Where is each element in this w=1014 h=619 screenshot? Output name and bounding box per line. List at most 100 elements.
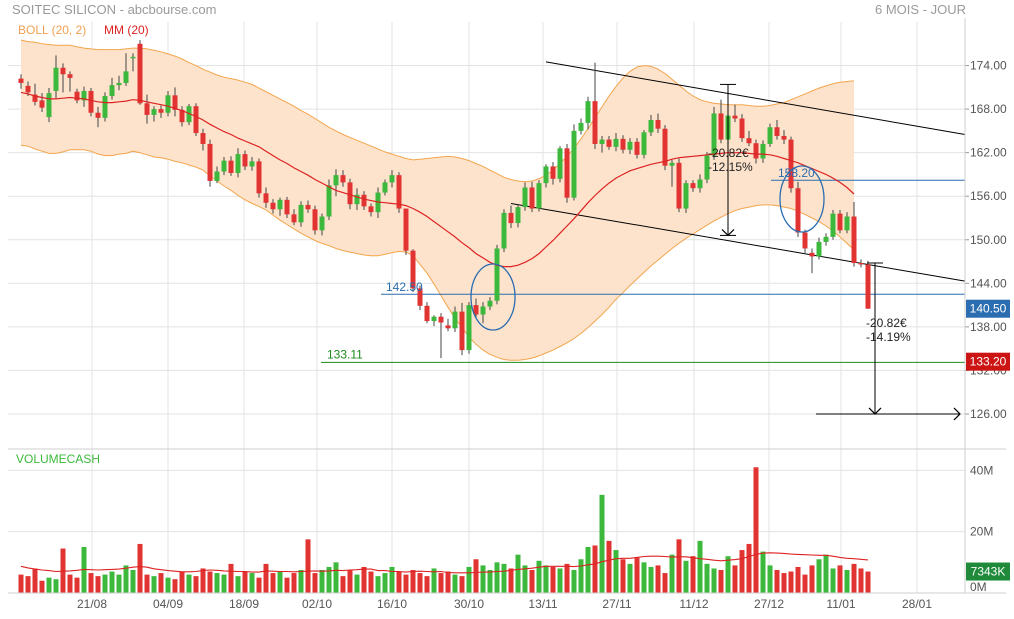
candle-body bbox=[550, 166, 556, 179]
trendlines bbox=[510, 61, 966, 282]
volume-bar bbox=[193, 576, 199, 593]
candle-body bbox=[648, 119, 654, 133]
candle-body bbox=[578, 122, 584, 131]
candle-body bbox=[732, 115, 738, 119]
price-badge-label: 133.20 bbox=[970, 355, 1007, 369]
volume-bar bbox=[333, 562, 339, 593]
highlight-ellipse-right bbox=[779, 165, 825, 233]
candle-body bbox=[557, 148, 563, 179]
candle-body bbox=[676, 162, 682, 209]
volume-bar bbox=[382, 573, 388, 593]
volume-bar bbox=[781, 573, 787, 593]
volume-bar bbox=[53, 579, 59, 593]
volume-bar bbox=[256, 577, 262, 593]
moving-average bbox=[20, 91, 855, 268]
candle-body bbox=[494, 248, 500, 301]
right-badges: 140.50 133.20 7343K bbox=[966, 299, 1010, 581]
candle-body bbox=[417, 288, 423, 306]
candle-body bbox=[326, 185, 332, 217]
volume-bar bbox=[18, 574, 24, 593]
volume-bar bbox=[137, 543, 143, 593]
volume-ma-line bbox=[20, 552, 869, 574]
volume-bar bbox=[88, 573, 94, 593]
volume-bar bbox=[634, 557, 640, 593]
candle-body bbox=[116, 82, 122, 86]
candle-body bbox=[816, 241, 822, 257]
volume-bar bbox=[522, 565, 528, 593]
volume-tick-label: 40M bbox=[970, 463, 993, 477]
volume-bar bbox=[102, 574, 108, 593]
date-tick-labels: 21/08 04/09 18/09 02/10 16/10 30/10 13/11 27/11… bbox=[77, 597, 932, 611]
bollinger-lower-line bbox=[20, 144, 855, 361]
volume-bar bbox=[172, 579, 178, 593]
volume-bar bbox=[445, 571, 451, 593]
volume-bar bbox=[683, 560, 689, 593]
date-tick-label: 30/10 bbox=[454, 597, 484, 611]
measure-annotation: -12.15% bbox=[708, 160, 753, 174]
candle-body bbox=[151, 109, 157, 115]
volume-bar bbox=[641, 562, 647, 593]
volume-bar bbox=[788, 571, 794, 593]
candle-body bbox=[760, 143, 766, 159]
volume-bar bbox=[760, 551, 766, 593]
volume-bar bbox=[424, 576, 430, 593]
price-tick-label: 138.00 bbox=[970, 320, 1007, 334]
volume-bar bbox=[74, 577, 80, 593]
candle-body bbox=[718, 113, 724, 140]
price-badge-label: 140.50 bbox=[970, 302, 1007, 316]
volume-bar bbox=[487, 570, 493, 593]
volume-bar bbox=[627, 563, 633, 593]
volume-bar bbox=[830, 568, 836, 593]
annotation-texts: 142.50158.20133.11-20.82€-12.15%-20.82€-… bbox=[327, 146, 911, 361]
candle-body bbox=[452, 311, 458, 329]
volume-bar bbox=[501, 563, 507, 593]
axes bbox=[8, 18, 1006, 594]
candle-body bbox=[508, 212, 514, 224]
volume-bar bbox=[613, 550, 619, 593]
volume-bar bbox=[347, 570, 353, 593]
candle-body bbox=[144, 103, 150, 115]
volume-bar bbox=[326, 566, 332, 593]
candle-body bbox=[802, 232, 808, 249]
candle-body bbox=[137, 43, 143, 104]
candle-body bbox=[564, 148, 570, 198]
candle-body bbox=[627, 141, 633, 150]
candle-body bbox=[221, 160, 227, 172]
volume-bar bbox=[816, 559, 822, 593]
candle-body bbox=[830, 213, 836, 237]
volume-bar bbox=[690, 556, 696, 593]
candle-body bbox=[613, 138, 619, 147]
level-label: 142.50 bbox=[386, 280, 423, 294]
candle-body bbox=[536, 183, 542, 209]
candle-body bbox=[67, 74, 73, 78]
candle-body bbox=[277, 199, 283, 210]
measure-arrows bbox=[720, 83, 961, 421]
candle-body bbox=[333, 175, 339, 186]
candle-body bbox=[529, 187, 535, 209]
volume-bar bbox=[480, 565, 486, 593]
volume-bar bbox=[46, 577, 52, 593]
volume-bar bbox=[109, 571, 115, 593]
candle-body bbox=[487, 300, 493, 307]
volume-bar bbox=[823, 554, 829, 593]
volume-bar bbox=[711, 568, 717, 593]
candle-body bbox=[669, 162, 675, 166]
candle-body bbox=[186, 106, 192, 123]
date-tick-label: 28/01 bbox=[902, 597, 932, 611]
volume-bar bbox=[207, 571, 213, 593]
candle-body bbox=[466, 305, 472, 351]
volume-bar bbox=[179, 571, 185, 593]
volume-bar bbox=[235, 576, 241, 593]
volume-bar bbox=[774, 570, 780, 593]
volume-bar bbox=[564, 563, 570, 593]
date-tick-label: 02/10 bbox=[302, 597, 332, 611]
volume-bar bbox=[375, 576, 381, 593]
volume-bar bbox=[795, 566, 801, 593]
date-tick-label: 16/10 bbox=[377, 597, 407, 611]
volume-bar bbox=[599, 494, 605, 593]
measure-annotation: -20.82€ bbox=[708, 146, 749, 160]
bollinger-upper-line bbox=[20, 39, 855, 183]
candle-body bbox=[501, 212, 507, 249]
candle-body bbox=[837, 213, 843, 231]
volume-gridlines bbox=[8, 469, 965, 533]
